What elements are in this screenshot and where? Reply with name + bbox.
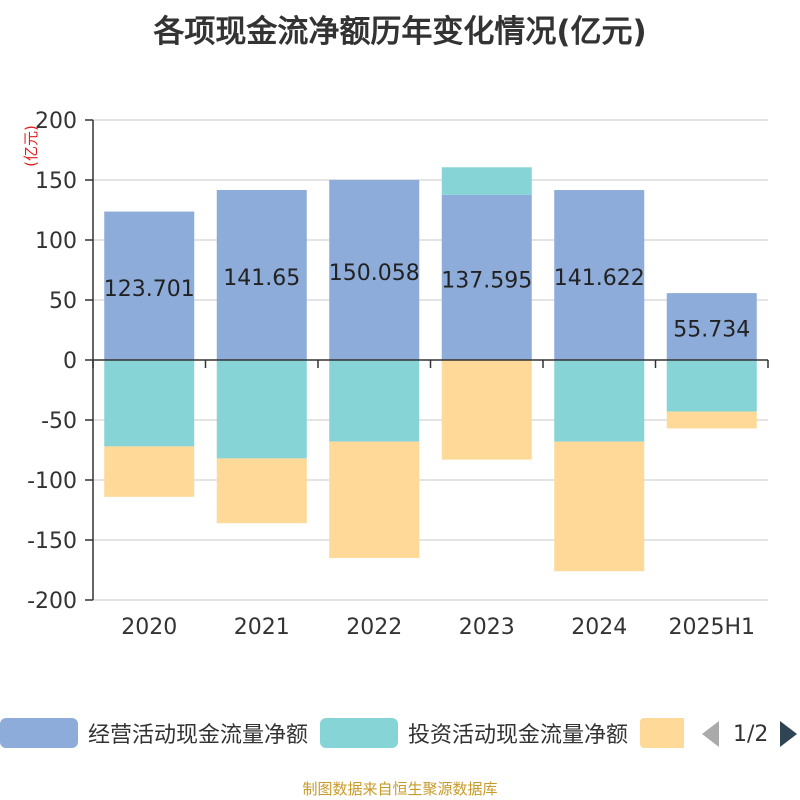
pager-next-icon[interactable] bbox=[780, 721, 798, 747]
y-tick-label: 0 bbox=[63, 349, 77, 374]
pager-prev-icon[interactable] bbox=[702, 721, 719, 747]
legend-swatch-operating bbox=[0, 718, 78, 748]
legend-pager: 1/2 bbox=[700, 712, 800, 756]
legend-item-financing[interactable] bbox=[640, 713, 684, 753]
bar-0-2022 bbox=[329, 179, 420, 360]
data-label: 123.701 bbox=[104, 277, 195, 302]
bar-0-2023 bbox=[441, 194, 532, 360]
bar-1-2021 bbox=[216, 360, 307, 459]
x-tick-label: 2025H1 bbox=[668, 615, 755, 640]
x-tick-label: 2021 bbox=[234, 615, 290, 640]
bar-0-2025H1 bbox=[666, 293, 757, 360]
data-label: 137.595 bbox=[441, 268, 532, 293]
bar-2-2024 bbox=[554, 441, 645, 572]
y-tick-label: -200 bbox=[27, 589, 77, 614]
legend-swatch-financing bbox=[640, 718, 684, 748]
y-axis-label: (亿元) bbox=[22, 125, 40, 167]
bar-0-2021 bbox=[216, 190, 307, 360]
bar-2-2020 bbox=[104, 446, 195, 497]
bar-0-2020 bbox=[104, 211, 195, 360]
legend-item-operating[interactable]: 经营活动现金流量净额 bbox=[0, 713, 308, 753]
legend-page-indicator: 1/2 bbox=[733, 721, 769, 747]
legend-item-investing[interactable]: 投资活动现金流量净额 bbox=[320, 713, 628, 753]
bar-2-2022 bbox=[329, 441, 420, 558]
legend-swatch-investing bbox=[320, 718, 398, 748]
y-tick-label: 100 bbox=[35, 229, 77, 254]
x-tick-label: 2023 bbox=[459, 615, 515, 640]
y-tick-label: -100 bbox=[27, 469, 77, 494]
bar-1-2024 bbox=[554, 360, 645, 442]
bar-2-2023 bbox=[441, 360, 532, 460]
bar-1-2025H1 bbox=[666, 360, 757, 412]
y-tick-label: -50 bbox=[41, 409, 77, 434]
data-label: 141.622 bbox=[554, 266, 645, 291]
bar-2-2025H1 bbox=[666, 411, 757, 429]
bar-1-2022 bbox=[329, 360, 420, 442]
bar-1-2020 bbox=[104, 360, 195, 447]
data-label: 141.65 bbox=[223, 266, 300, 291]
x-tick-label: 2022 bbox=[346, 615, 402, 640]
y-tick-label: 150 bbox=[35, 169, 77, 194]
legend-label-operating: 经营活动现金流量净额 bbox=[88, 723, 309, 748]
y-tick-label: 50 bbox=[49, 289, 77, 314]
source-footer: 制图数据来自恒生聚源数据库 bbox=[302, 780, 498, 798]
data-label: 150.058 bbox=[329, 261, 420, 286]
data-label: 55.734 bbox=[673, 318, 750, 343]
bar-0-2024 bbox=[554, 190, 645, 360]
x-tick-label: 2020 bbox=[121, 615, 177, 640]
y-tick-label: -150 bbox=[27, 529, 77, 554]
bar-1-2023 bbox=[441, 167, 532, 195]
x-tick-label: 2024 bbox=[571, 615, 627, 640]
bar-2-2021 bbox=[216, 458, 307, 524]
legend-label-investing: 投资活动现金流量净额 bbox=[408, 723, 629, 748]
chart-title: 各项现金流净额历年变化情况(亿元) bbox=[153, 14, 647, 50]
y-tick-label: 200 bbox=[35, 109, 77, 134]
